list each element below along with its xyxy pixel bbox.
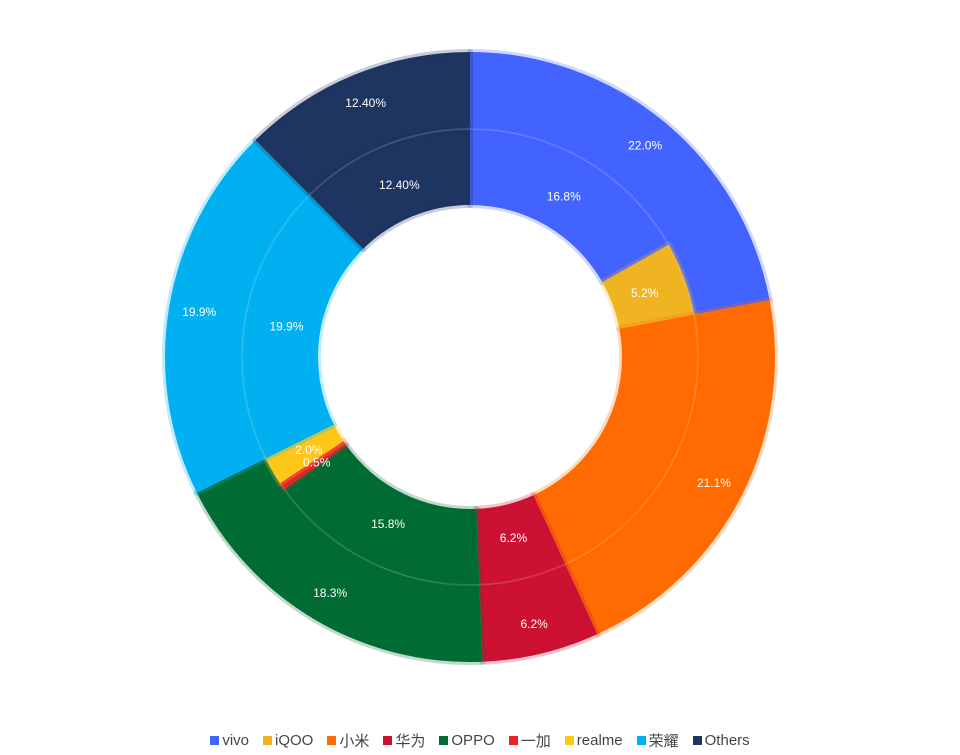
inner-slice-荣耀[interactable] [239, 191, 367, 462]
legend-item-others[interactable]: Others [692, 731, 750, 749]
outer-label-荣耀: 19.9% [182, 305, 216, 319]
legend-swatch [508, 735, 518, 745]
donut-chart: 22.0% 21.1% 6.2% 18.3% 19.9% 12.40% 16.8% 5.2% 6… [162, 49, 778, 665]
outer-label-vivo: 22.0% [628, 139, 662, 153]
outer-label-oppo: 18.3% [313, 586, 347, 600]
legend-swatch [439, 735, 449, 745]
inner-label-vivo: 16.8% [547, 189, 581, 203]
inner-slice-others[interactable] [306, 126, 473, 252]
legend-swatch [383, 735, 393, 745]
legend-label: 荣耀 [648, 732, 679, 750]
inner-slice-vivo[interactable] [467, 126, 672, 286]
legend-label: 华为 [395, 732, 426, 750]
inner-ring [239, 126, 701, 588]
chart-legend: vivo iQOO 小米 华为 OPPO 一加 realme 荣耀 Others [0, 729, 960, 751]
inner-label-others: 12.40% [379, 178, 420, 192]
inner-label-oppo: 15.8% [371, 517, 405, 531]
inner-label-荣耀: 19.9% [270, 319, 304, 333]
inner-slice-oppo[interactable] [281, 442, 483, 588]
legend-item-oppo[interactable]: OPPO [439, 731, 495, 749]
legend-label: realme [576, 731, 623, 749]
legend-label: 一加 [520, 732, 551, 750]
legend-item-vivo[interactable]: vivo [210, 732, 249, 749]
ring-divider [241, 128, 699, 586]
legend-item-华为[interactable]: 华为 [383, 730, 425, 751]
legend-label: Others [704, 731, 750, 749]
outer-ring [162, 49, 778, 665]
legend-swatch [210, 735, 220, 745]
inner-slice-realme[interactable] [262, 421, 347, 487]
legend-item-iqoo[interactable]: iQOO [263, 732, 313, 749]
inner-label-华为: 6.2% [500, 531, 528, 545]
legend-swatch [636, 735, 646, 745]
legend-item-realme[interactable]: realme [564, 731, 623, 749]
inner-label-iqoo: 5.2% [631, 286, 659, 300]
legend-swatch [327, 735, 337, 745]
outer-label-others: 12.40% [345, 96, 386, 110]
legend-label: vivo [222, 731, 250, 749]
legend-label: 小米 [339, 732, 370, 750]
inner-label-realme: 2.0% [295, 443, 323, 457]
legend-label: OPPO [451, 731, 495, 749]
legend-swatch [263, 735, 273, 745]
legend-swatch [564, 735, 574, 745]
slice-labels: 22.0% 21.1% 6.2% 18.3% 19.9% 12.40% 16.8% 5.2% 6… [182, 96, 731, 631]
legend-label: iQOO [275, 731, 314, 749]
legend-swatch [692, 735, 702, 745]
outer-label-华为: 6.2% [520, 617, 548, 631]
legend-item-小米[interactable]: 小米 [327, 730, 369, 751]
legend-item-荣耀[interactable]: 荣耀 [636, 730, 679, 751]
legend-item-一加[interactable]: 一加 [508, 730, 551, 751]
inner-label-一加: 0.5% [303, 455, 331, 469]
outer-label-小米: 21.1% [697, 476, 731, 490]
inner-slice-华为[interactable] [473, 492, 569, 588]
inner-slice-小米[interactable] [530, 311, 701, 568]
